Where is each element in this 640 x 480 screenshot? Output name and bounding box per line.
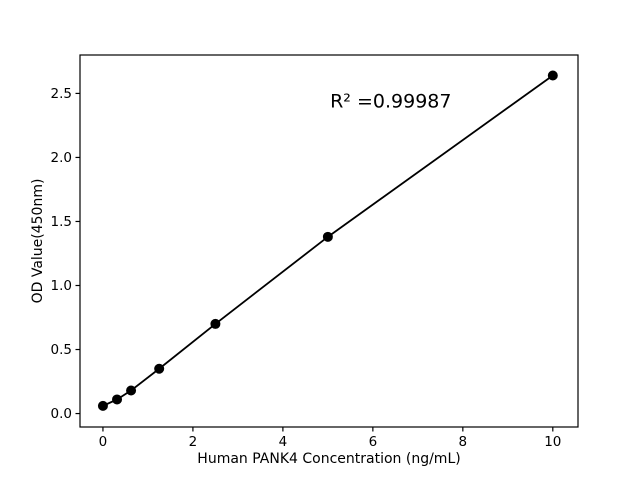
r-squared-annotation: R² =0.99987 [330,91,451,113]
data-point [126,385,137,396]
data-point [154,363,165,374]
data-point [547,70,558,81]
data-point [210,318,221,329]
y-tick-label: 1.0 [51,278,72,294]
y-tick-label: 2.5 [51,86,72,102]
x-tick-label: 4 [279,434,288,450]
y-tick-label: 1.5 [51,214,72,230]
y-axis-label: OD Value(450nm) [30,179,46,304]
data-point [322,231,333,242]
x-axis-label: Human PANK4 Concentration (ng/mL) [197,451,460,467]
x-tick-label: 10 [544,434,561,450]
plot-border [79,54,579,428]
x-tick-label: 2 [189,434,198,450]
y-tick-label: 0.0 [51,406,72,422]
x-tick-label: 6 [369,434,378,450]
y-tick-label: 2.0 [51,150,72,166]
data-point [97,400,108,411]
data-point [112,394,123,405]
y-tick-label: 0.5 [51,342,72,358]
x-tick-label: 0 [99,434,108,450]
x-tick-label: 8 [459,434,468,450]
